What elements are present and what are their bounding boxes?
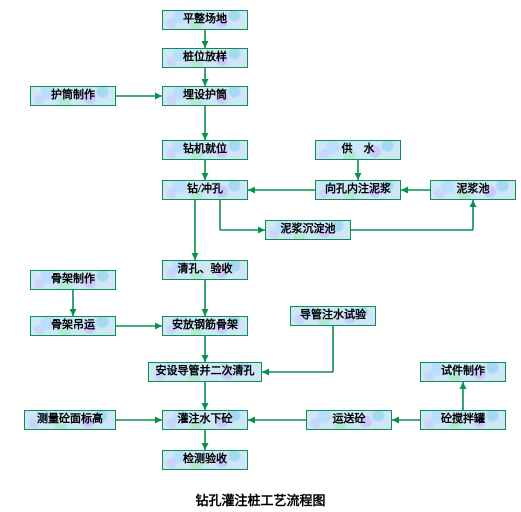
node-n19: 灌注水下砼 <box>162 410 248 430</box>
node-n6: 供 水 <box>315 140 401 160</box>
node-n12: 骨架制作 <box>30 270 116 290</box>
node-n9: 钻/冲孔 <box>162 180 248 200</box>
node-n15: 导管注水试验 <box>290 306 376 326</box>
node-n14: 安放钢筋骨架 <box>162 316 248 336</box>
diagram-title: 钻孔灌注桩工艺流程图 <box>0 490 521 509</box>
node-n2: 桩位放样 <box>162 48 248 68</box>
node-n16: 安设导管并二次清孔 <box>148 362 262 382</box>
node-n10: 泥浆沉淀池 <box>265 220 351 240</box>
node-n7: 泥浆池 <box>430 180 516 200</box>
node-n18: 测量砼面标高 <box>24 410 116 430</box>
node-n21: 砼搅拌罐 <box>420 410 506 430</box>
node-n22: 检测验收 <box>162 450 248 470</box>
node-n1: 平整场地 <box>162 10 248 30</box>
node-n17: 试件制作 <box>420 362 506 382</box>
node-n5: 钻机就位 <box>162 140 248 160</box>
node-n11: 清孔、验收 <box>162 260 248 280</box>
node-n20: 运送砼 <box>306 410 392 430</box>
node-n4: 埋设护筒 <box>162 86 248 106</box>
node-n13: 骨架吊运 <box>30 316 116 336</box>
edges-layer <box>0 0 521 512</box>
node-n3: 护筒制作 <box>30 86 116 106</box>
node-n8: 向孔内注泥浆 <box>315 180 401 200</box>
